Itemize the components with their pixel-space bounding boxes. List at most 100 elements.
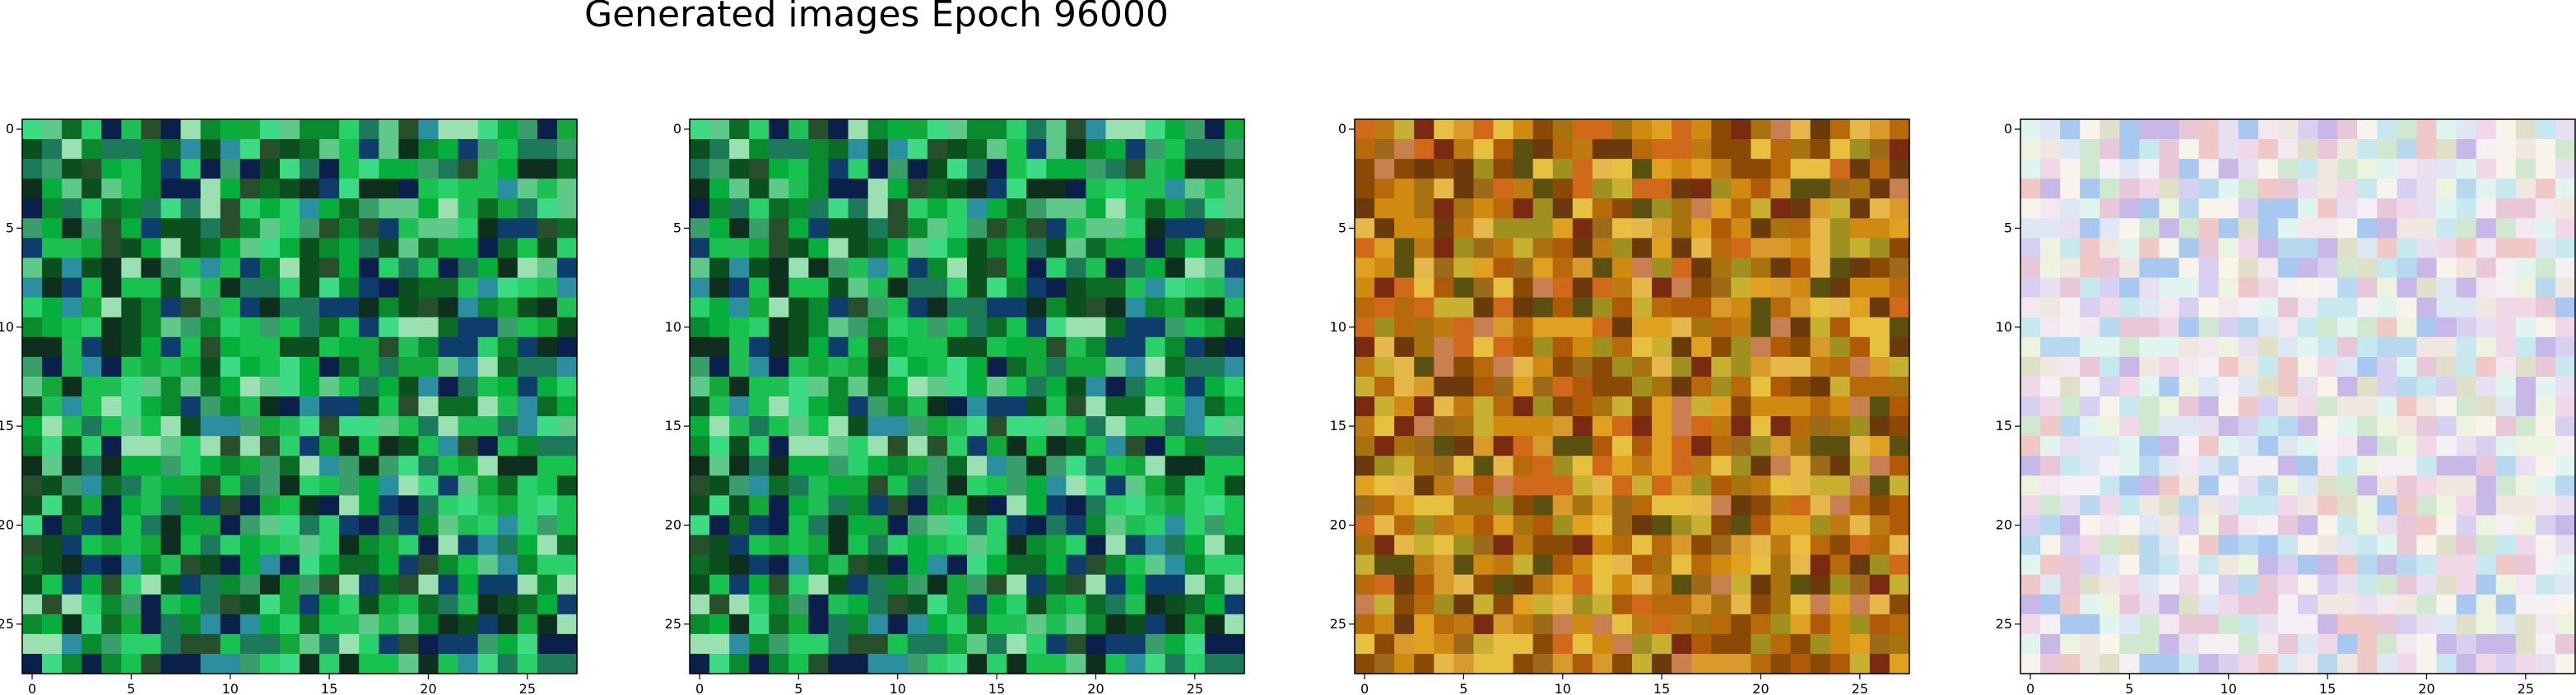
pixel-cell bbox=[2218, 515, 2239, 536]
pixel-cell bbox=[1453, 159, 1475, 179]
pixel-cell bbox=[239, 119, 261, 140]
pixel-cell bbox=[690, 317, 710, 338]
pixel-cell bbox=[81, 515, 102, 536]
pixel-cell bbox=[1552, 535, 1574, 556]
pixel-cell bbox=[1434, 515, 1454, 536]
pixel-cell bbox=[200, 594, 221, 615]
pixel-cell bbox=[709, 218, 730, 239]
pixel-cell bbox=[458, 574, 479, 595]
pixel-cell bbox=[749, 633, 770, 655]
pixel-cell bbox=[729, 416, 750, 437]
pixel-cell bbox=[319, 614, 340, 635]
pixel-cell bbox=[2397, 119, 2418, 140]
pixel-cell bbox=[319, 416, 340, 437]
pixel-cell bbox=[987, 436, 1007, 456]
pixel-cell bbox=[2080, 535, 2100, 556]
pixel-cell bbox=[987, 456, 1007, 476]
pixel-cell bbox=[2456, 594, 2477, 615]
pixel-cell bbox=[1672, 416, 1692, 437]
pixel-cell bbox=[2198, 238, 2220, 259]
pixel-cell bbox=[848, 376, 869, 397]
pixel-cell bbox=[497, 554, 518, 576]
pixel-cell bbox=[2198, 336, 2220, 358]
pixel-cell bbox=[1453, 317, 1475, 338]
pixel-cell bbox=[2257, 356, 2279, 378]
pixel-cell bbox=[2555, 633, 2576, 655]
pixel-cell bbox=[279, 396, 300, 417]
pixel-cell bbox=[379, 257, 399, 279]
pixel-cell bbox=[729, 356, 750, 378]
pixel-cell bbox=[1086, 396, 1107, 417]
pixel-cell bbox=[1532, 178, 1554, 199]
pixel-cell bbox=[22, 257, 43, 279]
pixel-cell bbox=[2397, 495, 2418, 517]
pixel-cell bbox=[2178, 336, 2200, 358]
pixel-cell bbox=[1453, 594, 1475, 615]
pixel-cell bbox=[2218, 257, 2239, 279]
pixel-cell bbox=[1672, 574, 1692, 595]
pixel-cell bbox=[887, 178, 909, 199]
pixel-cell bbox=[1125, 139, 1146, 160]
pixel-cell bbox=[1026, 376, 1047, 397]
pixel-cell bbox=[828, 475, 849, 496]
pixel-cell bbox=[418, 475, 439, 496]
pixel-cell bbox=[239, 554, 261, 576]
pixel-cell bbox=[788, 178, 810, 199]
pixel-cell bbox=[2060, 257, 2081, 279]
pixel-cell bbox=[1473, 297, 1495, 318]
pixel-cell bbox=[1869, 535, 1890, 556]
pixel-cell bbox=[927, 238, 948, 259]
pixel-cell bbox=[497, 396, 518, 417]
pixel-cell bbox=[1632, 238, 1653, 259]
pixel-cell bbox=[887, 633, 909, 655]
pixel-cell bbox=[2040, 317, 2061, 338]
pixel-cell bbox=[1374, 356, 1395, 378]
pixel-cell bbox=[1434, 297, 1454, 318]
pixel-cell bbox=[1592, 336, 1613, 358]
pixel-cell bbox=[1652, 574, 1672, 595]
pixel-cell bbox=[438, 495, 459, 517]
pixel-cell bbox=[749, 614, 770, 635]
pixel-cell bbox=[2119, 257, 2141, 279]
pixel-cell bbox=[2040, 139, 2061, 160]
pixel-cell bbox=[2298, 456, 2318, 476]
pixel-cell bbox=[1434, 475, 1454, 496]
pixel-cell bbox=[1145, 574, 1166, 595]
pixel-cell bbox=[1165, 633, 1186, 655]
pixel-cell bbox=[42, 257, 63, 279]
pixel-cell bbox=[180, 178, 202, 199]
pixel-cell bbox=[927, 416, 948, 437]
pixel-cell bbox=[2416, 594, 2438, 615]
pixel-cell bbox=[808, 139, 830, 160]
pixel-cell bbox=[1105, 159, 1127, 179]
pixel-cell bbox=[927, 159, 948, 179]
pixel-cell bbox=[1711, 297, 1732, 318]
pixel-cell bbox=[1889, 515, 1910, 536]
pixel-cell bbox=[1513, 218, 1534, 239]
pixel-cell bbox=[1125, 356, 1146, 378]
pixel-cell bbox=[62, 198, 82, 219]
pixel-cell bbox=[141, 376, 162, 397]
pixel-cell bbox=[319, 396, 340, 417]
pixel-cell bbox=[2139, 614, 2160, 635]
pixel-cell bbox=[1145, 198, 1166, 219]
pixel-cell bbox=[1810, 436, 1831, 456]
pixel-cell bbox=[1066, 356, 1087, 378]
pixel-cell bbox=[2238, 218, 2259, 239]
pixel-cell bbox=[2298, 416, 2318, 437]
pixel-cell bbox=[339, 376, 360, 397]
pixel-cell bbox=[2040, 633, 2061, 655]
pixel-cell bbox=[2099, 198, 2120, 219]
pixel-cell bbox=[2495, 456, 2517, 476]
pixel-cell bbox=[788, 594, 810, 615]
pixel-cell bbox=[339, 218, 360, 239]
pixel-cell bbox=[1066, 614, 1087, 635]
pixel-cell bbox=[359, 416, 379, 437]
pixel-cell bbox=[1849, 356, 1871, 378]
pixel-cell bbox=[1414, 535, 1434, 556]
pixel-cell bbox=[359, 336, 379, 358]
pixel-cell bbox=[2357, 495, 2378, 517]
pixel-cell bbox=[2377, 277, 2397, 299]
pixel-cell bbox=[2515, 336, 2536, 358]
pixel-cell bbox=[477, 317, 499, 338]
